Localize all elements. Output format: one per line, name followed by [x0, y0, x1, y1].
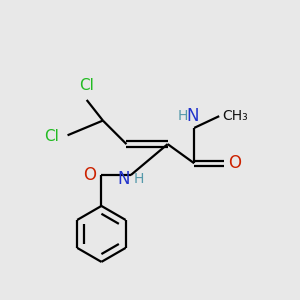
- Text: N: N: [118, 170, 130, 188]
- Text: Cl: Cl: [79, 78, 94, 93]
- Text: CH₃: CH₃: [222, 109, 248, 123]
- Text: O: O: [83, 166, 96, 184]
- Text: N: N: [187, 107, 199, 125]
- Text: Cl: Cl: [44, 129, 59, 144]
- Text: H: H: [134, 172, 144, 186]
- Text: H: H: [178, 110, 188, 124]
- Text: O: O: [228, 154, 241, 172]
